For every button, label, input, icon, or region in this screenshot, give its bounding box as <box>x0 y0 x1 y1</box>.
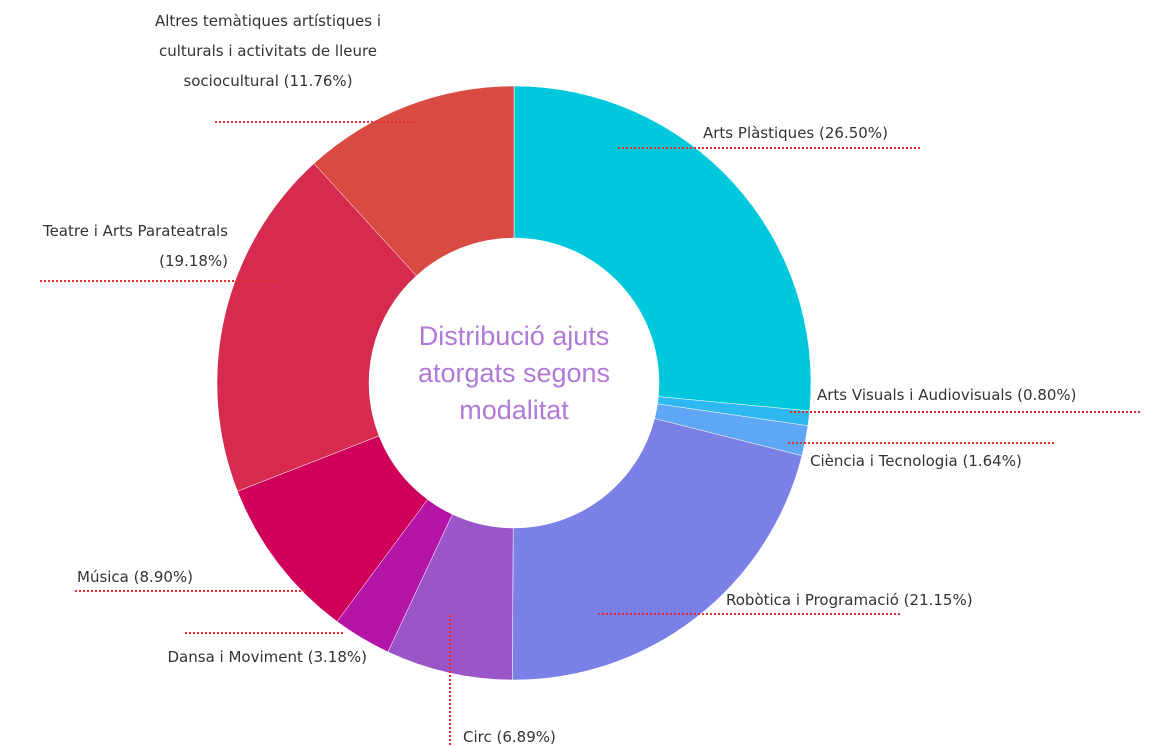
value-label: (1.64%) <box>962 452 1022 470</box>
value-label: (3.18%) <box>307 648 367 666</box>
value-label: (6.89%) <box>496 728 556 746</box>
chart-title: Distribució ajuts atorgats segons modali… <box>417 321 611 425</box>
value-label: (19.18%) <box>159 252 228 270</box>
slice <box>512 418 803 681</box>
slice-label: Arts Plàstiques (26.50%) <box>703 118 1023 148</box>
slice <box>216 163 417 492</box>
slice-label: Arts Visuals i Audiovisuals (0.80%) <box>817 380 1172 410</box>
category-label: Teatre i Arts Parateatrals <box>42 222 228 240</box>
category-label: Arts Plàstiques <box>703 124 815 142</box>
category-label: Arts Visuals i Audiovisuals <box>817 386 1013 404</box>
category-label: Altres temàtiques artístiques i cultural… <box>154 12 382 90</box>
slice-label: Teatre i Arts Parateatrals (19.18%) <box>0 216 228 276</box>
slice-label: Ciència i Tecnologia (1.64%) <box>810 446 1155 476</box>
value-label: (11.76%) <box>283 72 353 90</box>
category-label: Robòtica i Programació <box>726 591 899 609</box>
value-label: (8.90%) <box>133 568 194 586</box>
value-label: (21.15%) <box>903 591 973 609</box>
slice-label: Música (8.90%) <box>77 562 337 592</box>
slice-label: Altres temàtiques artístiques i cultural… <box>148 6 388 96</box>
category-label: Dansa i Moviment <box>167 648 303 666</box>
value-label: (0.80%) <box>1017 386 1077 404</box>
value-label: (26.50%) <box>819 124 888 142</box>
slice-label: Dansa i Moviment (3.18%) <box>55 642 368 672</box>
category-label: Música <box>77 568 129 586</box>
category-label: Ciència i Tecnologia <box>810 452 958 470</box>
slice <box>313 85 515 277</box>
slice <box>513 85 812 412</box>
slice-label: Circ (6.89%) <box>463 722 623 747</box>
slice-label: Robòtica i Programació (21.15%) <box>726 585 1071 615</box>
category-label: Circ <box>463 728 492 746</box>
